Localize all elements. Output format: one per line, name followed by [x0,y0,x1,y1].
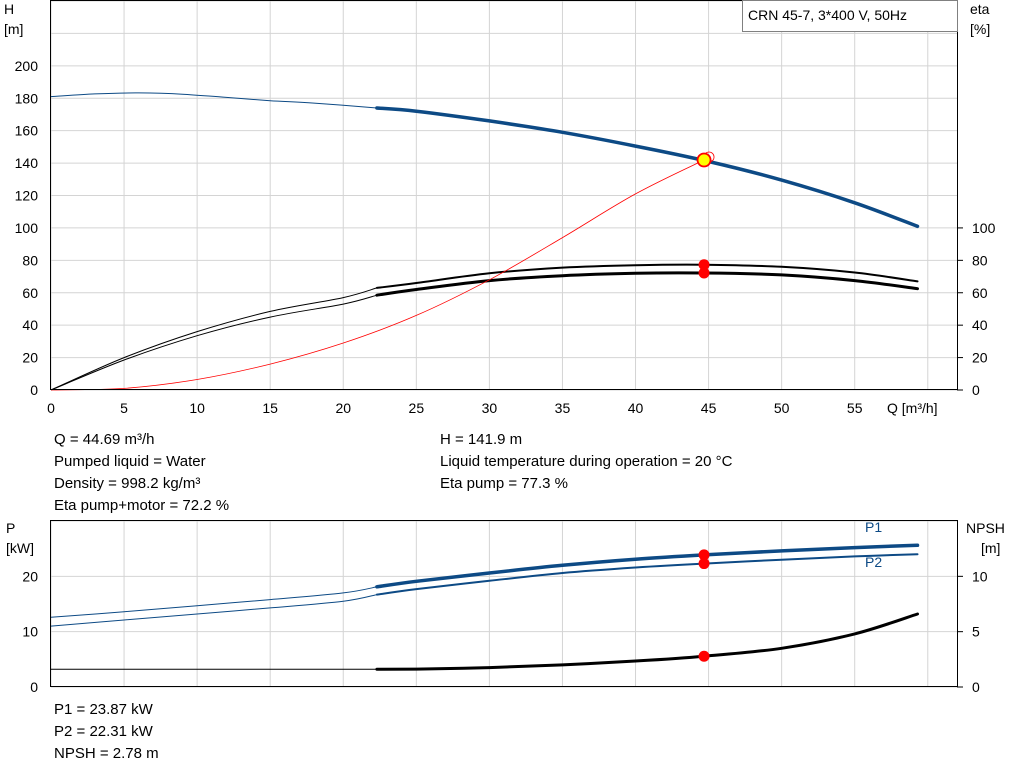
flow-readout: Q = 44.69 m³/h [54,431,155,448]
eta-marker [698,267,710,279]
y-tick-label-power: 20 [22,568,38,584]
p1-curve-thick [375,543,920,589]
eta-pump-motor-curve-thin [50,294,378,391]
bottom-plot-curves [50,543,920,671]
p2-curve-thick [375,553,919,596]
y-tick-label-head: 140 [15,155,39,171]
legend-box-text: CRN 45-7, 3*400 V, 50Hz [748,7,907,23]
top-plot-frame [50,0,958,390]
eta-pump-motor-curve-thick [375,271,919,297]
y-axis-power-title: P [6,520,15,536]
x-tick-label: 25 [409,400,425,416]
p2-series-label: P2 [865,554,882,570]
power-info: P1 = 23.87 kW P2 = 22.31 kW NPSH = 2.78 … [54,699,159,765]
top-plot-grid [50,0,957,391]
y-tick-label-head: 0 [30,382,38,398]
y-tick-label-npsh: 0 [972,679,980,695]
y-axis-head-title: H [4,1,14,17]
head-readout: H = 141.9 m [440,431,523,448]
operating-info-right: H = 141.9 m Liquid temperature during op… [440,429,732,495]
eta-pump-curve-thick [375,263,919,289]
y-tick-label-head: 80 [22,252,38,268]
eta-pump-motor-readout: Eta pump+motor = 72.2 % [54,497,230,514]
x-tick-label: 10 [189,400,205,416]
x-tick-label: 55 [847,400,863,416]
y-tick-label-eta: 100 [972,220,996,236]
duty-point-marker [696,152,712,168]
p2-readout: P2 = 22.31 kW [54,723,153,740]
legend-box [742,0,958,32]
y-tick-label-npsh: 5 [972,624,980,640]
y-tick-label-eta: 80 [972,252,988,268]
bottom-plot-grid [50,520,957,688]
p1-curve-thin [50,586,377,618]
y-tick-label-eta: 0 [972,382,980,398]
x-tick-label: 40 [628,400,644,416]
x-tick-label: 30 [482,400,498,416]
y-tick-label-head: 20 [22,350,38,366]
p1-marker [698,549,710,561]
y-tick-label-head: 200 [15,58,39,74]
y-tick-label-head: 160 [15,123,39,139]
bottom-plot-frame [50,520,958,687]
y-tick-label-npsh: 10 [972,568,988,584]
npsh-readout: NPSH = 2.78 m [54,745,159,762]
x-tick-label: 5 [120,400,128,416]
head-curve-thick [375,106,920,229]
y-tick-label-head: 40 [22,317,38,333]
npsh-marker [698,650,710,662]
y-tick-label-head: 60 [22,285,38,301]
x-axis-q-label: Q [m³/h] [887,400,938,416]
y-tick-label-eta: 40 [972,317,988,333]
y-axis-head-unit: [m] [4,21,23,37]
x-tick-label: 0 [47,400,55,416]
npsh-curve-thick [375,612,919,671]
y-axis-npsh-unit: [m] [981,540,1000,556]
eta-marker [698,259,710,271]
p2-curve-thin [50,594,377,627]
top-plot-curves [50,92,920,391]
x-tick-label: 15 [262,400,278,416]
pumped-liquid-readout: Pumped liquid = Water [54,453,206,470]
eta-pump-readout: Eta pump = 77.3 % [440,475,568,492]
x-tick-label: 45 [701,400,717,416]
density-readout: Density = 998.2 kg/m³ [54,475,201,492]
x-tick-label: 20 [335,400,351,416]
y-tick-label-power: 10 [22,624,38,640]
y-tick-label-power: 0 [30,679,38,695]
y-tick-label-eta: 20 [972,350,988,366]
system-curve [50,159,705,391]
eta-pump-curve-thin [50,287,378,391]
y-tick-label-eta: 60 [972,285,988,301]
axis-labels: 0 5 10 15 20 25 30 35 40 45 50 55020406080100120140… [15,58,996,695]
y-tick-label-head: 100 [15,220,39,236]
y-tick-label-head: 120 [15,188,39,204]
x-tick-label: 50 [774,400,790,416]
y-axis-eta-unit: [%] [970,21,990,37]
head-curve-thin [50,92,377,109]
y-axis-power-unit: [kW] [6,540,34,556]
operating-info-left: Q = 44.69 m³/h Pumped liquid = Water Den… [54,429,229,517]
y-tick-label-head: 180 [15,90,39,106]
y-axis-npsh-title: NPSH [966,520,1005,536]
p1-series-label: P1 [865,519,882,535]
x-tick-label: 35 [555,400,571,416]
liquid-temperature-readout: Liquid temperature during operation = 20… [440,453,733,470]
p1-readout: P1 = 23.87 kW [54,701,153,718]
y-axis-eta-title: eta [970,1,990,17]
p2-marker [698,558,710,570]
